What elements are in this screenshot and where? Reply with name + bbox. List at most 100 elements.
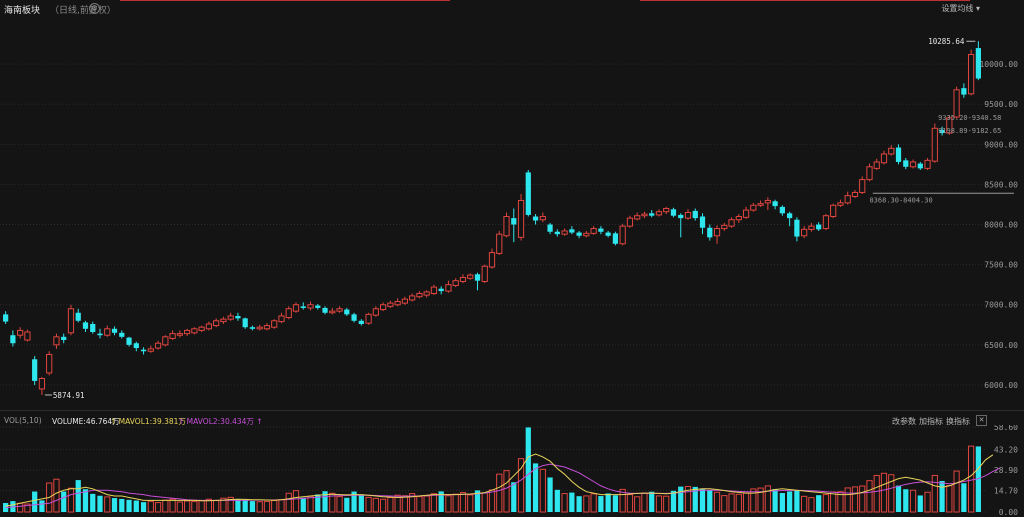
volume-bar — [895, 485, 902, 512]
volume-bar — [576, 496, 582, 512]
candle-body — [481, 265, 488, 282]
volume-bar — [801, 495, 808, 513]
candle-body — [278, 315, 285, 323]
volume-bar — [772, 489, 778, 512]
volume-bar — [684, 485, 692, 513]
panel-divider — [0, 410, 1024, 411]
volume-bar — [924, 491, 931, 513]
volume-bar — [300, 497, 306, 512]
volume-bar — [547, 477, 553, 512]
range-label: 9198.89-9182.65 — [938, 127, 1001, 135]
volume-bar — [757, 487, 764, 513]
candle-body — [53, 336, 60, 346]
candle-body — [612, 233, 619, 244]
candle-body — [837, 202, 844, 206]
volume-bar — [53, 478, 60, 513]
switch-indicator-button[interactable]: 换指标 — [946, 417, 970, 426]
candle-body — [176, 333, 183, 336]
candle-body — [975, 48, 981, 79]
volume-bar — [315, 494, 321, 512]
volume-bar — [569, 492, 575, 512]
volume-bar — [140, 502, 147, 512]
candles — [3, 41, 981, 395]
candle-body — [931, 127, 938, 162]
volume-bar — [649, 491, 655, 512]
volume-bar — [387, 496, 394, 513]
volume-bar — [626, 494, 634, 513]
volume-bar — [481, 492, 488, 513]
candle-body — [598, 228, 604, 232]
volume-bar — [975, 446, 981, 512]
candle-body — [169, 333, 176, 339]
candle-body — [873, 161, 880, 169]
ma-settings-button[interactable]: 设置均线 ▾ — [941, 4, 980, 13]
volume-bar — [111, 498, 118, 512]
chart-title: 海南板块 — [4, 6, 41, 16]
volume-bar — [953, 470, 960, 513]
volume-bar — [162, 499, 169, 513]
volume-bar — [205, 498, 213, 513]
candle-body — [634, 215, 641, 220]
volume-bar — [692, 486, 698, 512]
annotations: 10285.64 5874.91 8368.30-8404.30 9335.20-93… — [44, 37, 1014, 400]
close-icon[interactable]: ✕ — [976, 415, 987, 426]
volume-bar — [678, 486, 684, 512]
candle-body — [459, 276, 467, 282]
candle-body — [336, 308, 343, 312]
volume-bar — [227, 496, 234, 513]
candle-body — [235, 315, 241, 319]
volume-bar — [183, 500, 191, 513]
price-tick-label: 9500.00 — [984, 100, 1018, 109]
volume-bar — [24, 503, 31, 513]
volume-bar — [75, 480, 81, 512]
volume-bar — [365, 496, 372, 513]
volume-bar — [946, 484, 953, 513]
volume-bar — [336, 496, 343, 513]
volume-bar — [416, 496, 423, 513]
candle-body — [423, 291, 430, 296]
volume-bar — [119, 498, 125, 512]
candle-body — [859, 179, 866, 193]
volume-bar — [256, 501, 263, 513]
volume-bar — [61, 491, 67, 512]
candle-body — [742, 209, 750, 218]
volume-bar — [409, 493, 416, 513]
volume-bar — [169, 498, 176, 513]
volume-bar — [474, 490, 481, 512]
volume-bar — [242, 499, 248, 512]
candle-body — [554, 231, 560, 235]
gear-icon[interactable]: ⚙ — [89, 3, 100, 14]
volume-bar — [634, 496, 641, 513]
candle-body — [452, 280, 459, 286]
candle-body — [641, 213, 648, 217]
price-chart[interactable]: 10000.00 9500.00 9000.00 8500.00 8000.00 7500… — [0, 0, 1024, 408]
volume-bar — [213, 500, 220, 513]
candle-body — [750, 204, 757, 211]
candle-body — [111, 328, 118, 333]
candle-body — [46, 353, 53, 374]
indicator-name[interactable]: VOL(5,10) — [4, 416, 42, 425]
candle-body — [735, 216, 742, 221]
candle-body — [757, 203, 764, 206]
volume-bar — [430, 493, 438, 513]
volume-chart[interactable]: 58.60 43.20 28.90 14.70 0.00 — [0, 425, 1024, 517]
candle-body — [17, 329, 24, 336]
candle-body — [315, 305, 321, 308]
volume-bar — [496, 473, 503, 513]
volume-bar — [532, 463, 539, 512]
candle-body — [416, 293, 423, 298]
volume-tick-label: 28.90 — [994, 466, 1018, 475]
volume-ma-lines — [5, 453, 1001, 509]
candle-body — [851, 191, 859, 197]
candle-body — [358, 320, 364, 324]
add-indicator-button[interactable]: 加指标 — [919, 417, 943, 426]
candle-body — [619, 225, 626, 245]
candle-body — [895, 147, 902, 162]
change-params-button[interactable]: 改参数 — [892, 417, 916, 426]
candle-body — [154, 342, 162, 349]
volume-bar — [880, 472, 888, 513]
volume-bar — [663, 495, 670, 513]
volume-bar — [90, 493, 96, 512]
volume-bar — [707, 490, 713, 512]
volume-bar — [721, 495, 728, 513]
